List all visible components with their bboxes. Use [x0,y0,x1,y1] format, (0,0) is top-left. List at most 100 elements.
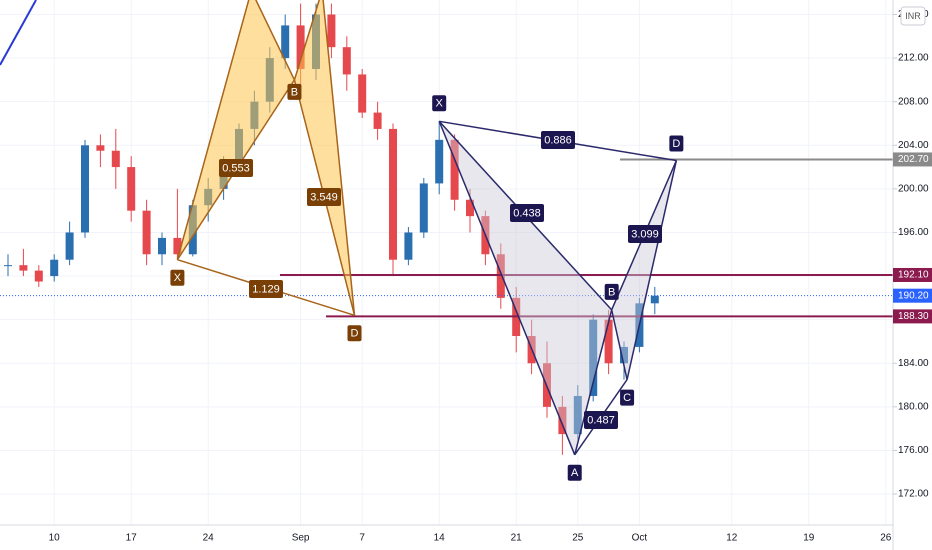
candle-body [389,128,397,260]
pattern-point-box [604,283,619,300]
y-tick-label: 204.00 [898,140,929,151]
candle-body [419,183,428,233]
price-label: 188.30 [898,311,929,322]
candle-body [604,319,613,364]
pattern-leg [255,0,296,81]
ratio-label: 3.549 [310,191,338,203]
pattern-point-label: B [291,86,298,98]
axes: 172.00176.00180.00184.00188.00192.00196.… [49,9,932,544]
y-tick-label: 184.00 [898,358,929,369]
trend-line [0,0,37,66]
candle-body [34,270,43,282]
pattern-point-label: X [174,272,182,284]
price-label: 192.10 [898,270,929,281]
candle-body [404,232,413,260]
pattern-leg [438,121,576,456]
y-tick-label: 180.00 [898,401,929,412]
currency-badge[interactable] [900,6,926,26]
candle-body [358,74,367,113]
x-tick-label: 26 [880,533,892,544]
pattern-fill [177,0,295,260]
candle-body [620,346,628,364]
candle-body [373,112,382,129]
ratio-label: 3.099 [631,228,659,240]
candle-body [127,167,136,211]
plot: X B D 0.553 3.549 1.129 X A B C D 0.886 0.438 3.099 0.… [0,0,893,481]
x-tick-label: 17 [126,533,138,544]
pattern-point-box [347,325,362,342]
price-label-bg [893,288,932,303]
candle-body [81,145,89,233]
pattern-point-box [432,95,447,112]
ratio-box [510,204,544,222]
pattern-leg [322,0,356,316]
y-tick-label: 208.00 [898,96,929,107]
candle-body [296,25,305,69]
candle-body [96,145,105,151]
price-label-bg [893,152,932,167]
currency: INR [905,11,921,21]
ratio-box [249,280,283,298]
x-tick-label: 21 [511,533,523,544]
pattern-point-box [287,83,302,100]
pattern-leg [573,309,613,455]
ratio-label: 0.438 [513,207,541,219]
y-tick-label: 212.00 [898,53,929,64]
pattern-point-box [170,269,185,286]
pattern-fill [294,0,355,316]
candle-body [158,237,166,255]
candle-body [450,139,459,200]
candle-body [342,47,351,75]
x-tick-label: Sep [292,533,310,544]
ratio-label: 0.553 [222,162,250,174]
pattern-point-box [669,135,684,152]
candle-body [496,254,505,298]
pattern-leg [176,0,250,260]
pattern-point-label: C [623,392,631,404]
pattern-point-box [620,389,635,406]
candle-body [19,265,28,271]
candle-body [435,139,444,184]
x-tick-label: Oct [632,533,648,544]
pattern-leg [610,309,628,380]
y-tick-label: 176.00 [898,445,929,456]
y-tick-label: 200.00 [898,184,929,195]
candle-body [173,237,182,255]
pattern-fill [439,121,612,455]
candle-body [142,210,151,255]
ratio-box [584,411,618,429]
pattern-leg [293,0,321,81]
price-label: 202.70 [898,154,929,165]
ratio-box [541,131,575,149]
ratio-label: 0.487 [587,414,615,426]
x-tick-label: 19 [803,533,815,544]
candle-body [573,395,582,435]
pattern-point-label: D [351,328,359,340]
pattern-point-label: X [436,98,444,110]
pattern-point-label: B [608,286,615,298]
pattern-fill [611,160,677,380]
x-tick-label: 25 [572,533,584,544]
price-label-bg [893,267,932,282]
y-tick-label: 196.00 [898,227,929,238]
pattern-leg [626,160,678,380]
price-label: 190.20 [898,290,929,301]
ratio-box [628,225,662,243]
ratio-label: 1.129 [252,283,280,295]
candle-body [589,319,598,396]
candle-body [558,406,567,435]
x-tick-label: 24 [203,533,215,544]
ratio-box [219,159,253,177]
pattern-point-label: A [571,467,579,479]
pattern-point-label: D [672,138,680,150]
candle-body [327,14,336,48]
candle-body [50,259,59,277]
candle-body [650,295,659,304]
x-tick-label: 12 [726,533,738,544]
candle-body [4,265,12,267]
candle-body [281,25,290,59]
candle-body [65,232,74,260]
x-tick-label: 7 [359,533,365,544]
time-axis [0,525,932,550]
